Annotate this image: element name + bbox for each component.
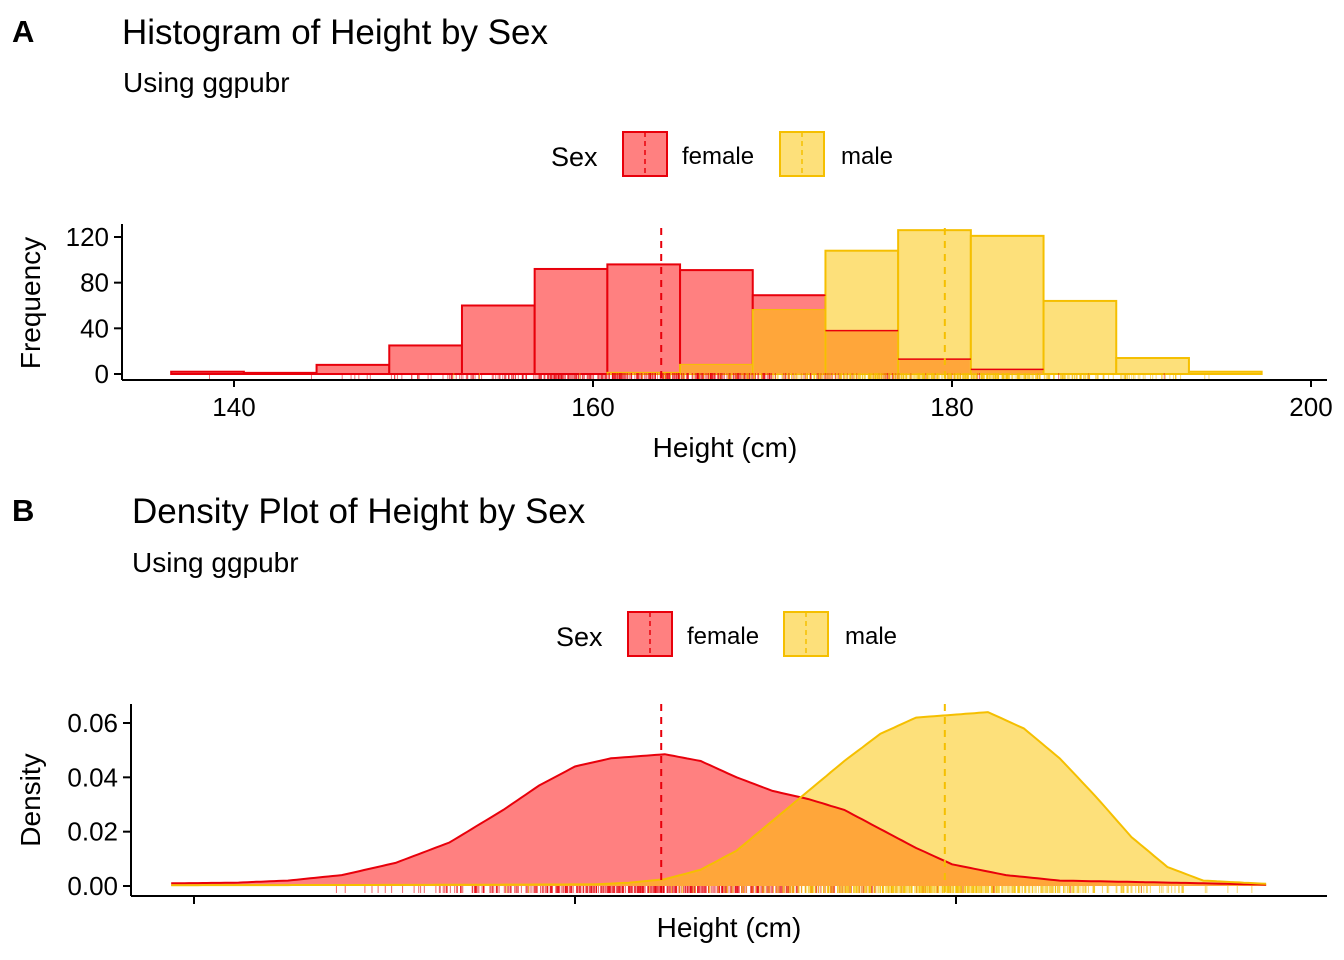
density-line-female [171,753,1267,886]
y-tick-label: 0.02 [67,817,118,847]
histogram-bar-overlap [608,372,680,374]
panel-b-title: Density Plot of Height by Sex [132,492,586,531]
panel-b-x-axis-title: Height (cm) [657,912,802,943]
y-tick-label: 0.06 [67,708,118,738]
histogram-bar-female [606,263,682,375]
density-area-overlap [171,798,1267,886]
panel-b-legend-title: Sex [556,622,603,652]
y-tick-label: 0.04 [67,762,118,792]
histogram-plot: 140 160 180 200 0 40 80 120 [66,222,1333,422]
histogram-bar-overlap [753,310,825,374]
panel-b-legend-key-female [627,611,673,657]
density-rug [335,886,1253,893]
histogram-bar-female [388,344,463,376]
panel-a-legend: Sex female male [551,131,893,177]
panel-a-legend-key-male [779,131,825,177]
histogram-bar-overlap [681,364,752,374]
histogram-bar-male [969,234,1045,375]
density-plot: 0.00 0.02 0.04 0.06 [67,704,1327,904]
histogram-bar-female [242,371,318,376]
panel-a-title: Histogram of Height by Sex [122,13,549,52]
histogram-bar-male [1115,357,1190,375]
panel-a: A Histogram of Height by Sex Using ggpub… [12,13,1333,463]
panel-a-legend-key-female [622,131,668,177]
histogram-bar-female [460,304,536,375]
y-tick-label: 120 [66,222,109,252]
panel-a-y-axis-title: Frequency [15,237,46,369]
panel-a-subtitle: Using ggpubr [123,67,290,98]
y-tick-label: 80 [80,268,109,298]
panel-b: B Density Plot of Height by Sex Using gg… [12,492,1327,943]
panel-a-legend-label-female: female [682,143,754,170]
histogram-bar-overlap [899,359,970,374]
histogram-bar-male [1042,299,1118,375]
panel-a-legend-title: Sex [551,142,598,172]
histogram-bar-female [533,267,609,376]
panel-a-legend-label-male: male [841,143,893,170]
panel-b-legend-label-male: male [845,623,897,650]
histogram-bar-male [1187,370,1263,376]
panel-b-subtitle: Using ggpubr [132,547,299,578]
panel-b-legend-label-female: female [687,623,759,650]
y-tick-label: 0.00 [67,871,118,901]
x-tick-label: 200 [1289,392,1332,422]
y-tick-label: 0 [95,359,109,389]
panel-b-legend: Sex female male [556,611,897,657]
histogram-bar-female [679,269,754,376]
histogram-bar-overlap [971,369,1043,374]
histogram-bar-overlap [826,330,898,374]
x-tick-label: 160 [571,392,614,422]
density-area-male [171,712,1267,886]
panel-a-x-axis-title: Height (cm) [653,432,798,463]
x-tick-label: 140 [212,392,255,422]
histogram-bar-female [315,363,391,376]
density-area-female [171,754,1267,886]
histogram-bar-female [170,370,245,376]
histogram-rug [208,373,1210,379]
panel-b-legend-key-male [783,611,829,657]
density-line-male [171,711,1267,887]
histogram-bar-male [897,229,972,375]
y-tick-label: 40 [80,313,109,343]
panel-b-y-axis-title: Density [15,753,46,846]
panel-b-tag: B [12,493,34,528]
panel-a-tag: A [12,14,34,49]
x-tick-label: 180 [930,392,973,422]
